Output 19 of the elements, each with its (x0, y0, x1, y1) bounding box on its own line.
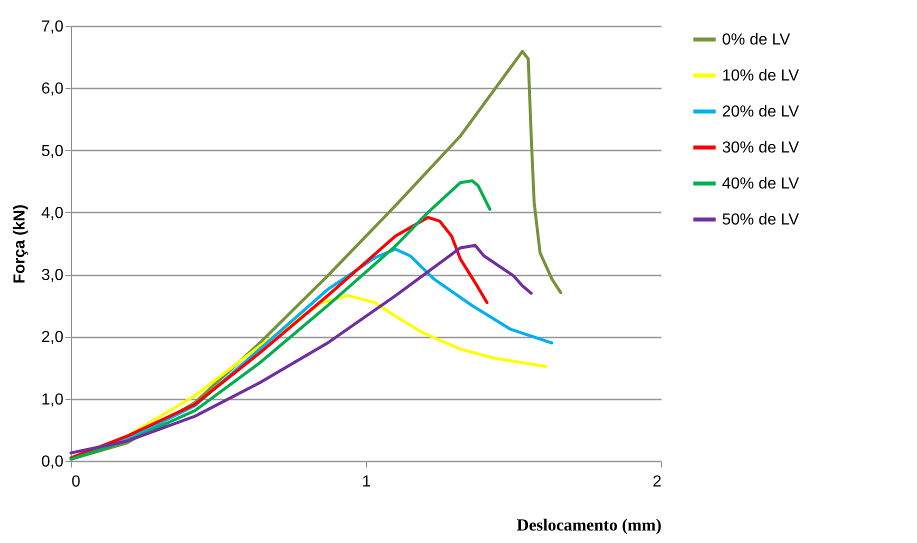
y-tick-label: 6,0 (41, 80, 64, 98)
y-tick-label: 2,0 (41, 329, 64, 346)
y-axis-title: Força (kN) (11, 204, 28, 284)
x-tick-label: 0 (72, 474, 80, 490)
legend-label: 10% de LV (722, 68, 800, 84)
y-tick-label: 7,0 (41, 18, 64, 36)
legend-label: 0% de LV (722, 32, 791, 48)
legend-label: 50% de LV (722, 212, 800, 228)
x-tick-label: 2 (652, 474, 662, 490)
x-tick-label: 1 (362, 474, 372, 490)
y-tick-label: 0,0 (41, 454, 64, 470)
legend-label: 40% de LV (722, 176, 800, 192)
y-tick-label: 3,0 (41, 267, 64, 284)
y-tick-label: 5,0 (41, 142, 64, 160)
legend-label: 30% de LV (722, 140, 800, 156)
y-tick-label: 4,0 (41, 204, 64, 222)
legend-label: 20% de LV (722, 104, 800, 120)
y-tick-label: 1,0 (41, 391, 64, 408)
x-axis-title: Deslocamento (mm) (516, 516, 662, 534)
